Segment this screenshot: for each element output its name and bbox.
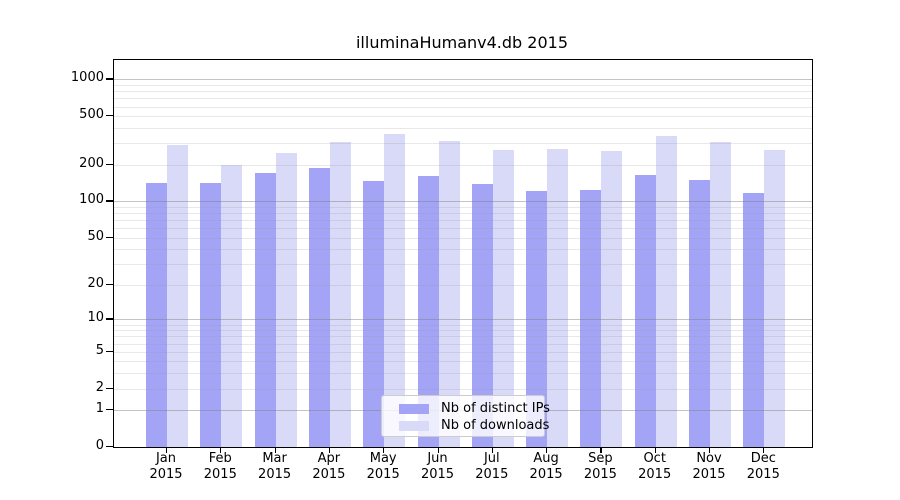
bar-distinct-ips-nov xyxy=(689,180,710,447)
y-tick-label: 200 xyxy=(79,155,104,171)
bar-downloads-oct xyxy=(655,135,677,447)
bar-distinct-ips-oct xyxy=(634,174,656,447)
legend: Nb of distinct IPs Nb of downloads xyxy=(381,395,550,437)
y-tick xyxy=(106,284,113,286)
x-tick-label: Apr 2015 xyxy=(312,451,346,482)
gridline-minor xyxy=(114,106,812,108)
x-tick xyxy=(437,447,439,453)
x-tick xyxy=(328,447,331,453)
x-tick xyxy=(274,447,276,453)
legend-entry-downloads: Nb of downloads xyxy=(382,417,549,434)
bar-distinct-ips-jun xyxy=(417,176,439,447)
bar-downloads-aug xyxy=(547,148,569,447)
bar-downloads-jan xyxy=(167,145,188,447)
gridline-minor xyxy=(114,85,812,86)
x-tick xyxy=(546,447,548,453)
legend-swatch-downloads xyxy=(399,420,429,431)
x-tick-label: Feb 2015 xyxy=(203,451,237,482)
gridline-minor xyxy=(114,128,812,130)
y-tick-label: 5 xyxy=(95,342,104,358)
x-tick xyxy=(220,447,222,453)
y-tick xyxy=(106,318,113,320)
x-tick xyxy=(166,447,168,453)
bar-distinct-ips-dec xyxy=(743,193,765,447)
bar-downloads-mar xyxy=(275,153,297,447)
gridline-minor xyxy=(114,143,812,145)
bar-distinct-ips-may xyxy=(363,181,385,447)
x-tick xyxy=(491,447,493,453)
gridline-major xyxy=(114,79,812,81)
x-tick-label: Jun 2015 xyxy=(420,451,455,482)
y-tick xyxy=(106,387,113,389)
x-tick-label: Jan 2015 xyxy=(149,451,183,482)
gridline-minor xyxy=(114,116,812,118)
y-tick-label: 500 xyxy=(79,107,104,123)
y-tick-label: 20 xyxy=(87,276,104,291)
gridline-minor xyxy=(114,98,812,100)
legend-entry-distinct-ips: Nb of distinct IPs xyxy=(382,400,550,417)
y-tick xyxy=(106,446,113,448)
y-tick xyxy=(106,350,113,352)
x-tick xyxy=(383,447,385,453)
y-tick-label: 0 xyxy=(95,438,104,453)
bar-downloads-dec xyxy=(764,150,786,447)
x-tick xyxy=(763,447,765,453)
y-tick xyxy=(106,163,113,165)
x-tick-label: Dec 2015 xyxy=(746,451,780,482)
bar-downloads-feb xyxy=(221,164,243,447)
plot-area: Nb of distinct IPs Nb of downloads xyxy=(113,59,813,448)
bar-distinct-ips-sep xyxy=(580,190,602,447)
legend-swatch-distinct-ips xyxy=(399,403,429,414)
x-tick-label: Nov 2015 xyxy=(692,451,726,482)
legend-label-downloads: Nb of downloads xyxy=(441,418,550,433)
bar-downloads-sep xyxy=(601,150,623,447)
x-tick-label: May 2015 xyxy=(366,451,400,482)
bar-distinct-ips-jul xyxy=(471,183,493,447)
y-tick xyxy=(106,236,113,238)
x-tick xyxy=(600,447,602,453)
bar-downloads-apr xyxy=(329,142,351,447)
bar-downloads-nov xyxy=(710,141,731,447)
x-tick-label: Sep 2015 xyxy=(583,451,617,482)
x-tick xyxy=(709,447,711,453)
y-tick-label: 1000 xyxy=(70,70,104,86)
y-tick xyxy=(106,78,113,80)
bar-distinct-ips-feb xyxy=(200,182,222,447)
chart-title: illuminaHumanv4.db 2015 xyxy=(355,33,568,52)
y-tick-label: 10 xyxy=(87,310,104,326)
bar-downloads-may xyxy=(384,134,406,447)
x-tick-label: Mar 2015 xyxy=(258,451,292,482)
y-tick-label: 100 xyxy=(79,192,104,208)
y-tick-label: 50 xyxy=(87,228,104,244)
bar-downloads-jun xyxy=(438,141,460,447)
y-tick-label: 2 xyxy=(95,379,104,395)
x-tick-label: Jul 2015 xyxy=(475,451,509,482)
y-tick xyxy=(106,200,113,202)
bar-distinct-ips-mar xyxy=(254,173,276,447)
y-tick xyxy=(106,115,113,117)
bar-downloads-jul xyxy=(492,149,514,447)
gridline-minor xyxy=(114,91,812,93)
y-tick xyxy=(106,409,113,411)
x-tick-label: Aug 2015 xyxy=(529,451,563,482)
bar-distinct-ips-apr xyxy=(308,168,330,447)
bar-distinct-ips-jan xyxy=(146,182,167,447)
x-tick-label: Oct 2015 xyxy=(638,451,672,482)
y-tick-label: 1 xyxy=(95,401,104,417)
x-tick xyxy=(654,447,656,453)
gridline-minor xyxy=(114,164,812,166)
legend-label-distinct-ips: Nb of distinct IPs xyxy=(441,401,550,416)
bar-distinct-ips-aug xyxy=(526,190,548,447)
